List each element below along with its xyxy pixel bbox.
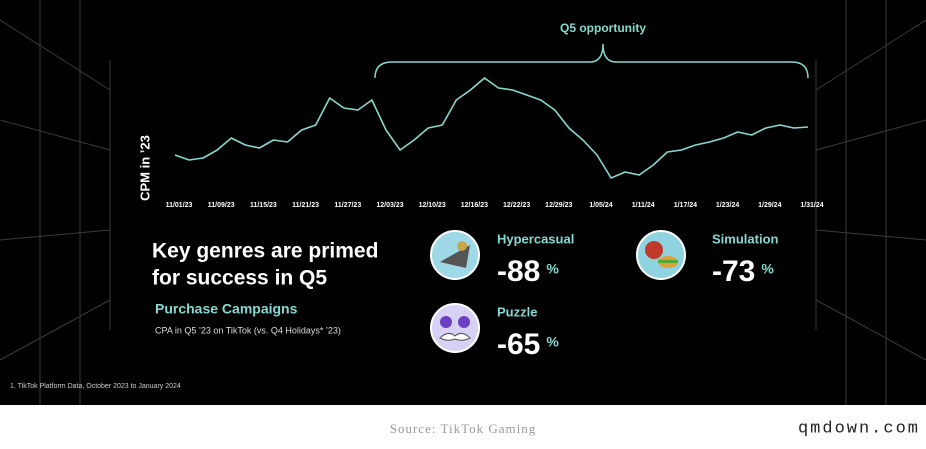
x-tick-label: 1/29/24 — [758, 202, 781, 209]
genre-name: Simulation — [712, 231, 779, 246]
watermark: qmdown.com — [798, 419, 920, 438]
genre-name: Puzzle — [497, 304, 537, 319]
note: CPA in Q5 ’23 on TikTok (vs. Q4 Holidays… — [155, 325, 341, 335]
x-tick-label: 1/17/24 — [674, 202, 697, 209]
x-tick-label: 1/05/24 — [589, 202, 612, 209]
x-tick-label: 11/15/23 — [250, 202, 277, 209]
x-tick-label: 12/10/23 — [419, 202, 446, 209]
footnote: 1. TikTok Platform Data, October 2023 to… — [10, 383, 181, 390]
source: Source: TikTok Gaming — [390, 421, 537, 436]
x-tick-label: 12/29/23 — [545, 202, 572, 209]
genre-value: -88 — [497, 255, 540, 288]
side-grid — [0, 0, 926, 405]
icon — [430, 230, 480, 280]
x-tick-label: 11/09/23 — [208, 202, 235, 209]
genre-unit: % — [761, 261, 774, 277]
x-tick-label: 11/01/23 — [166, 202, 193, 209]
x-tick-label: 11/27/23 — [334, 202, 361, 209]
icon — [430, 303, 480, 353]
x-tick-label: 12/16/23 — [461, 202, 488, 209]
x-tick-label: 12/03/23 — [376, 202, 403, 209]
x-tick-label: 1/31/24 — [800, 202, 823, 209]
y-axis-label: CPM in ’23 — [137, 135, 152, 201]
headline: Key genres are primed — [152, 240, 378, 263]
line — [174, 77, 809, 179]
genre-unit: % — [546, 334, 559, 350]
annotation: Q5 opportunity — [560, 21, 646, 35]
genre-value: -65 — [497, 328, 540, 361]
headline: for success in Q5 — [152, 267, 327, 290]
genre-value: -73 — [712, 255, 755, 288]
genre-unit: % — [546, 261, 559, 277]
subtitle: Purchase Campaigns — [155, 301, 298, 317]
bracket — [374, 43, 809, 79]
x-tick-label: 1/11/24 — [632, 202, 655, 209]
x-tick-label: 1/23/24 — [716, 202, 739, 209]
x-tick-label: 11/21/23 — [292, 202, 319, 209]
icon — [636, 230, 686, 280]
genre-name: Hypercasual — [497, 231, 574, 246]
x-tick-label: 12/22/23 — [503, 202, 530, 209]
